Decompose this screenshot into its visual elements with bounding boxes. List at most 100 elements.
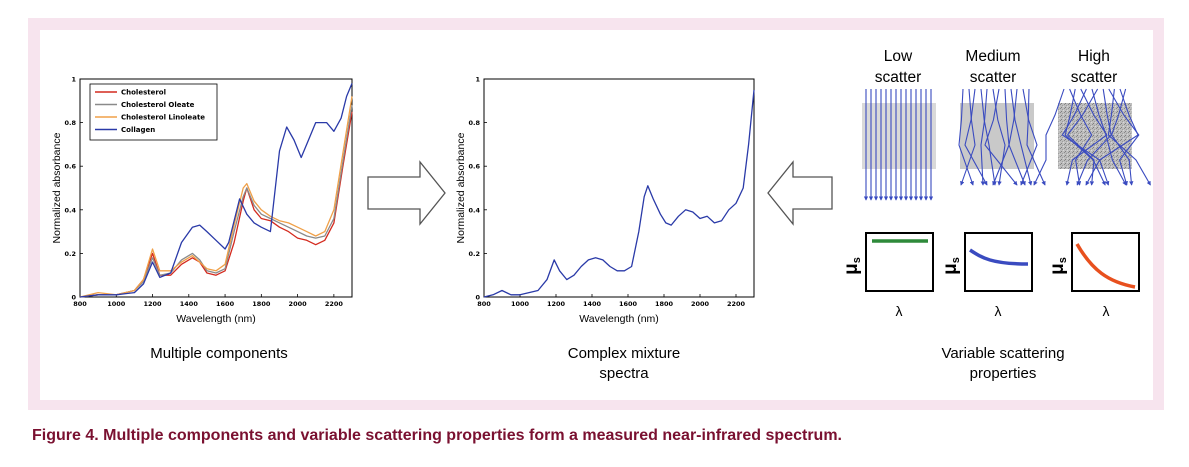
medium-scatter-label-line1: Medium	[965, 48, 1020, 65]
light-ray	[958, 88, 974, 186]
components-x-ticks: 800 1000 1200 1400 1600 1800 2000 2200	[73, 294, 343, 308]
series-line-1	[79, 105, 353, 298]
medium-scatter-mu-plot: μs λ	[940, 232, 1033, 319]
y-tick-label: 0.8	[468, 119, 480, 127]
light-ray	[1069, 88, 1093, 186]
y-tick-label: 0.2	[468, 250, 480, 258]
high-mu-curve	[1075, 243, 1136, 289]
light-ray	[1064, 88, 1106, 186]
light-ray	[964, 88, 988, 186]
high-scatter-label-line1: High	[1078, 48, 1110, 65]
series-line-3	[79, 83, 353, 298]
low-lambda-label: λ	[896, 303, 903, 319]
light-ray	[1091, 88, 1127, 186]
figure-caption: Figure 4. Multiple components and variab…	[32, 427, 842, 444]
high-mu-sub: s	[1057, 257, 1069, 263]
light-ray	[1085, 88, 1139, 186]
mixture-y-ticks: 0 0.2 0.4 0.6 0.8 1	[468, 76, 487, 302]
x-tick-label: 1000	[107, 300, 126, 308]
mixture-x-ticks: 800 1000 1200 1400 1600 1800 2000 2200	[477, 294, 746, 308]
light-ray	[1065, 88, 1108, 186]
series-line-2	[79, 96, 353, 298]
series-line-0	[483, 89, 755, 298]
x-tick-label: 1400	[180, 300, 199, 308]
y-tick-label: 0.6	[64, 163, 76, 171]
y-tick-label: 0.6	[468, 163, 480, 171]
light-ray	[980, 88, 988, 186]
low-mu-symbol: μs	[841, 257, 863, 275]
components-series	[79, 83, 353, 298]
mixture-y-label: Normalized absorbance	[455, 132, 467, 243]
mixture-caption-line1: Complex mixture	[568, 345, 681, 362]
x-tick-label: 800	[73, 300, 87, 308]
low-scatter-label-line2: scatter	[875, 69, 922, 86]
light-ray	[1066, 88, 1099, 186]
light-ray	[1020, 88, 1038, 186]
y-tick-label: 0.2	[64, 250, 76, 258]
x-tick-label: 2000	[691, 300, 710, 308]
light-ray	[1008, 88, 1026, 186]
legend-label: Collagen	[121, 126, 155, 134]
low-scatter-sample	[862, 103, 936, 169]
light-ray	[992, 88, 1006, 186]
scattering-caption-line2: properties	[970, 365, 1037, 382]
x-tick-label: 1800	[252, 300, 271, 308]
low-mu-sub: s	[851, 257, 863, 263]
light-ray	[1033, 88, 1065, 186]
components-x-label: Wavelength (nm)	[176, 313, 256, 325]
components-legend: Cholesterol Cholesterol Oleate Cholesterol…	[89, 83, 218, 141]
components-caption: Multiple components	[150, 345, 288, 362]
legend-label: Cholesterol Oleate	[121, 101, 195, 109]
scattering-caption-line1: Variable scattering	[941, 345, 1064, 362]
medium-mu-letter: μ	[940, 263, 961, 275]
x-tick-label: 2000	[289, 300, 308, 308]
light-ray	[1010, 88, 1033, 186]
x-tick-label: 1800	[655, 300, 674, 308]
high-lambda-label: λ	[1103, 303, 1110, 319]
x-tick-label: 800	[477, 300, 491, 308]
mixture-series	[483, 89, 755, 298]
medium-scatter-beams	[958, 88, 1046, 186]
high-mu-letter: μ	[1047, 263, 1068, 275]
x-tick-label: 1200	[143, 300, 162, 308]
y-tick-label: 0	[71, 294, 76, 302]
left-arrow	[767, 160, 833, 226]
series-line-0	[79, 111, 353, 298]
medium-mu-curve	[969, 248, 1029, 266]
x-tick-label: 1600	[216, 300, 235, 308]
right-arrow	[367, 160, 446, 226]
legend-label: Cholesterol	[121, 89, 166, 97]
light-ray	[960, 88, 976, 186]
light-ray	[980, 88, 997, 186]
y-tick-label: 1	[71, 76, 76, 84]
y-tick-label: 0.4	[64, 206, 76, 214]
high-mu-frame	[1071, 232, 1140, 292]
x-tick-label: 1600	[619, 300, 638, 308]
x-tick-label: 1400	[583, 300, 602, 308]
y-tick-label: 0	[475, 294, 480, 302]
mixture-x-label: Wavelength (nm)	[579, 313, 659, 325]
y-tick-label: 0.4	[468, 206, 480, 214]
legend-box	[89, 83, 218, 141]
mixture-caption-line2: spectra	[599, 365, 649, 382]
high-mu-symbol: μs	[1047, 257, 1069, 275]
x-tick-label: 2200	[727, 300, 746, 308]
legend-label: Cholesterol Linoleate	[121, 114, 205, 122]
high-scatter-beams	[1033, 88, 1151, 186]
low-mu-letter: μ	[841, 263, 862, 275]
low-scatter-label-line1: Low	[884, 48, 913, 65]
light-ray	[1061, 88, 1110, 186]
x-tick-label: 1000	[511, 300, 530, 308]
light-ray	[1107, 88, 1151, 186]
high-scatter-label-line2: scatter	[1071, 69, 1118, 86]
light-ray	[992, 88, 1010, 186]
light-ray	[1110, 88, 1134, 186]
medium-scatter-label-line2: scatter	[970, 69, 1017, 86]
y-tick-label: 1	[475, 76, 480, 84]
medium-lambda-label: λ	[995, 303, 1002, 319]
mixture-chart: 0 0.2 0.4 0.6 0.8 1 800 1000 1200 1400 1600 1800 20…	[455, 76, 755, 325]
light-ray	[1026, 88, 1046, 186]
low-scatter-beams	[863, 89, 934, 201]
components-chart: 0 0.2 0.4 0.6 0.8 1 800 1000 1200 1400 1600 1800 20…	[51, 76, 353, 325]
